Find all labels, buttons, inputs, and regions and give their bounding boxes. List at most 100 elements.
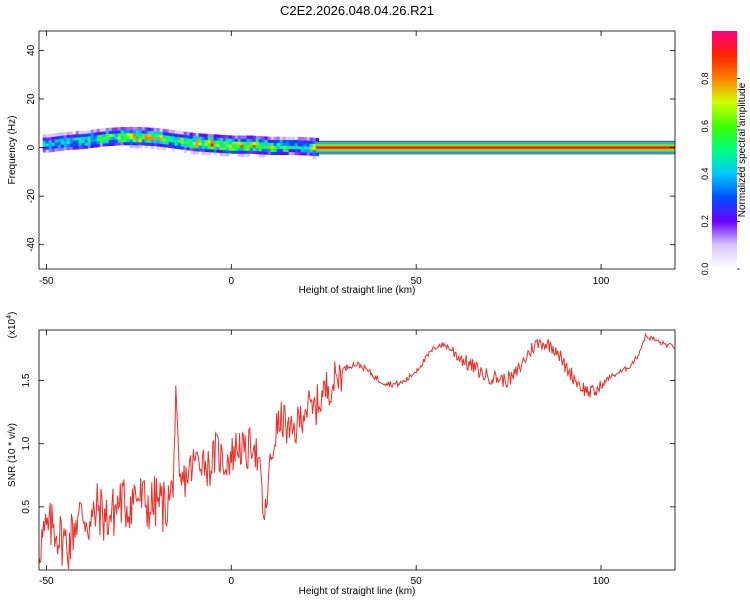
spectrogram-cell [171,148,175,152]
spectrogram-cell [96,137,100,142]
spectrogram-cell [45,143,49,147]
spectrogram-cell [99,140,103,144]
spectrogram-cell [159,134,163,138]
spectrogram-cell [63,135,67,139]
spectrogram-cell [42,134,46,138]
spectrogram-cell [120,130,124,134]
spectrogram-cell [78,139,82,144]
spectrogram-plot-area [42,127,675,159]
spectrogram-cell [51,139,55,143]
spectrogram-cell [48,139,52,144]
spectrogram-cell [51,145,55,149]
spectrogram-cell [216,149,220,153]
spectrogram-cell [99,131,103,135]
spectrogram-ylabel: Frequency (Hz) [7,116,18,185]
snr-y-exponent-close: ) [7,312,18,315]
spectrogram-cell [117,133,121,137]
spectrogram-cell [42,137,46,141]
spectrogram-cell [111,133,115,137]
spectrogram-cell [240,135,244,139]
spectrogram-cell [237,150,241,154]
spectrogram-ticks: -50 0 50 100 -40 -20 0 20 40 [26,31,675,287]
spectrogram-cell [66,137,70,142]
spectrogram-cell [150,142,154,147]
spectrogram-cell [270,139,274,144]
colorbar-label: Normalized spectral amplitude [737,82,748,217]
spectrogram-cell [261,136,265,140]
spectrogram-cell [150,136,154,141]
spectrogram-ytick-label: -40 [26,237,37,252]
spectrogram-cell [204,136,208,141]
spectrogram-cell [297,152,301,156]
spectrogram-cell [213,143,217,147]
spectrogram-cell [135,133,139,137]
spectrogram-cell [204,142,208,147]
spectrogram-cell [297,146,301,150]
spectrogram-cell [42,143,46,147]
spectrogram-cell [81,130,85,135]
spectrogram-cell [105,127,109,132]
spectrogram-cell [111,136,115,140]
spectrogram-cell [216,140,220,144]
spectrogram-cell [249,135,253,139]
snr-xtick-label: 50 [411,576,423,587]
snr-plot-area [39,332,675,569]
spectrogram-cell [150,130,154,135]
spectrogram-cell [189,138,193,142]
spectrogram-cell [264,151,268,155]
spectrogram-cell [291,145,295,150]
spectrogram-cell [96,128,100,133]
spectrogram-cell [291,139,295,144]
spectrogram-cell [69,131,73,135]
spectrogram-cell [57,138,61,143]
spectrogram-cell [156,143,160,147]
spectrogram-cell [90,135,94,139]
spectrogram-cell [108,136,112,141]
spectrogram-cell [132,130,136,134]
spectrogram-cell [48,145,52,150]
spectrogram-cell [258,139,262,143]
spectrogram-cell [252,150,256,154]
spectrogram-cell [93,141,97,145]
spectrogram-cell [279,151,283,156]
spectrogram-cell [270,148,274,153]
spectrogram-cell [294,139,298,144]
spectrogram-cell [231,144,235,148]
spectrogram-cell [72,134,76,138]
spectrogram-cell [102,134,106,138]
spectrogram-cell [60,141,64,145]
spectrogram-band-layer [316,147,675,149]
spectrogram-cell [153,127,157,132]
spectrogram-cell [222,152,226,157]
spectrogram-cell [51,142,55,146]
spectrogram-cell [156,140,160,144]
spectrogram-cell [69,146,73,150]
spectrogram-cell [129,145,133,149]
spectrogram-cell [297,137,301,141]
snr-xlabel: Height of straight line (km) [299,586,416,597]
spectrogram-cell [204,133,208,138]
spectrogram-cell [126,139,130,143]
spectrogram-cell [183,146,187,150]
spectrogram-cell [252,147,256,151]
spectrogram-cell [66,134,70,139]
spectrogram-cell [309,149,313,153]
spectrogram-cell [66,140,70,145]
spectrogram-cell [246,138,250,142]
spectrogram-cell [117,130,121,134]
spectrogram-cell [246,147,250,151]
spectrogram-cell [93,138,97,142]
spectrogram-cell [195,145,199,149]
spectrogram-cell [117,142,121,146]
spectrogram-cell [312,152,316,156]
spectrogram-cell [195,142,199,146]
spectrogram-cell [168,129,172,134]
spectrogram-cell [228,138,232,142]
spectrogram-cell [123,136,127,140]
spectrogram-cell [222,149,226,154]
spectrogram-cell [153,139,157,144]
spectrogram-cell [180,146,184,150]
spectrogram-cell [267,139,271,143]
spectrogram-cell [81,139,85,144]
